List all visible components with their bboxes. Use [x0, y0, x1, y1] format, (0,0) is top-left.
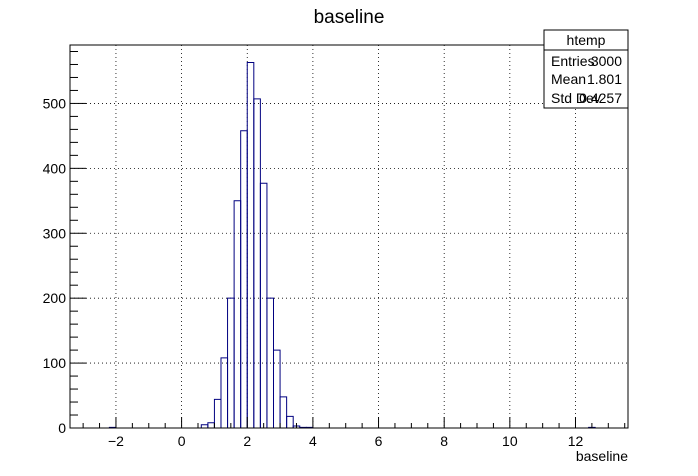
- x-tick-label: 10: [502, 433, 518, 449]
- x-tick-label: −2: [108, 433, 124, 449]
- axis-ticks: [70, 50, 626, 429]
- chart-title: baseline: [314, 7, 385, 28]
- x-tick-labels: −2 0 2 4 6 8 10 12: [108, 433, 584, 449]
- stats-box: htemp Entries 3000 Mean 1.801 Std Dev 0.…: [543, 29, 629, 109]
- histogram-bars: [108, 62, 596, 428]
- x-tick-label: 2: [243, 433, 251, 449]
- y-tick-label: 100: [43, 355, 67, 371]
- stats-label-mean: Mean: [551, 71, 586, 87]
- histogram-bin: [253, 98, 261, 428]
- histogram-bin: [220, 357, 229, 428]
- x-tick-label: 12: [568, 433, 584, 449]
- histogram-bin: [213, 398, 222, 428]
- histogram-bin: [240, 130, 248, 428]
- plot-frame: [69, 44, 629, 429]
- stats-value-mean: 1.801: [587, 71, 622, 87]
- grid-lines: [70, 45, 628, 428]
- x-tick-label: 0: [178, 433, 186, 449]
- stats-box-frame: [543, 29, 629, 109]
- y-tick-label: 400: [43, 160, 67, 176]
- histogram-bin: [273, 349, 281, 428]
- x-axis-title: baseline: [576, 448, 628, 464]
- stats-value-entries: 3000: [591, 53, 622, 69]
- x-tick-label: 8: [440, 433, 448, 449]
- y-tick-label: 300: [43, 225, 67, 241]
- x-tick-label: 4: [309, 433, 317, 449]
- y-tick-label: 500: [43, 95, 67, 111]
- histogram-bin: [233, 200, 242, 428]
- stats-box-title: htemp: [567, 32, 606, 48]
- histogram-bin: [286, 415, 294, 428]
- histogram-bin: [279, 396, 288, 428]
- x-tick-label: 6: [375, 433, 383, 449]
- histogram-bin: [207, 422, 215, 428]
- y-tick-label: 0: [58, 420, 66, 436]
- stats-value-stddev: 0.4257: [579, 90, 622, 106]
- y-tick-labels: 0 100 200 300 400 500: [43, 95, 67, 436]
- stats-label-stddev: Std Dev: [551, 90, 601, 106]
- stats-label-entries: Entries: [551, 53, 595, 69]
- histogram-bin: [246, 62, 255, 428]
- histogram-bin: [259, 182, 268, 428]
- y-tick-label: 200: [43, 290, 67, 306]
